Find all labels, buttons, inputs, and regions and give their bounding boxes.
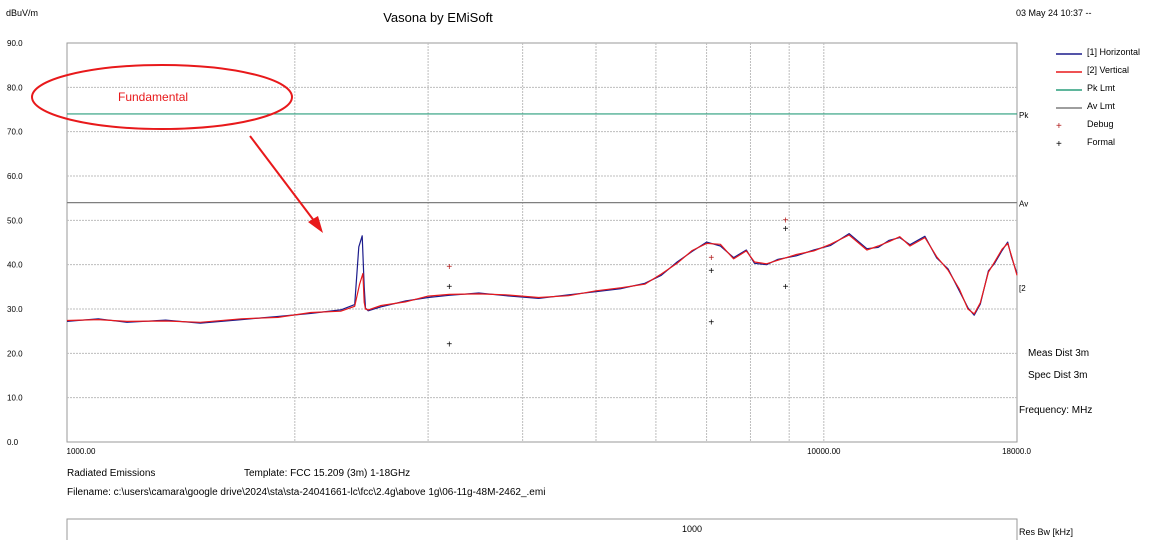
fundamental-annotation: Fundamental	[31, 64, 323, 233]
y-tick-label: 50.0	[7, 216, 23, 225]
measurement-marker: +	[708, 253, 714, 264]
annotation-ellipse	[31, 64, 293, 130]
legend-label: Formal	[1087, 137, 1115, 147]
right-edge-marker: Av	[1019, 200, 1028, 209]
legend: [1] Horizontal [2] Vertical Pk Lmt Av Lmt + D…	[1056, 47, 1140, 150]
test-type-label: Radiated Emissions	[67, 468, 156, 479]
measurement-marker: +	[783, 215, 789, 226]
measurement-marker: +	[708, 266, 714, 277]
annotation-arrow-line	[249, 135, 319, 227]
meas-dist-label: Meas Dist 3m	[1028, 348, 1089, 359]
timestamp: 03 May 24 10:37 --	[1016, 8, 1092, 18]
y-tick-label: 60.0	[7, 172, 23, 181]
x-tick-label: 10000.00	[807, 447, 841, 456]
y-tick-label: 70.0	[7, 128, 23, 137]
annotation-label: Fundamental	[118, 90, 188, 104]
grid	[66, 42, 1018, 443]
axes: 90.0 80.0 70.0 60.0 50.0 40.0 30.0 20.0 10.0 0.0 1…	[7, 39, 1032, 456]
legend-swatch: +	[1056, 139, 1062, 150]
series-line	[66, 234, 1018, 323]
y-tick-label: 0.0	[7, 438, 19, 447]
annotation-arrow-head	[308, 216, 323, 233]
y-tick-label: 10.0	[7, 394, 23, 403]
y-unit-label: dBuV/m	[6, 8, 38, 18]
y-tick-label: 20.0	[7, 349, 23, 358]
legend-label: Av Lmt	[1087, 101, 1115, 111]
rbw-box	[66, 518, 1018, 545]
frequency-label: Frequency: MHz	[1019, 405, 1092, 416]
measurement-marker: +	[783, 282, 789, 293]
legend-swatch: +	[1056, 121, 1062, 132]
plot-frame	[66, 42, 1018, 443]
legend-label: [1] Horizontal	[1087, 47, 1140, 57]
y-tick-label: 80.0	[7, 83, 23, 92]
chart-title: Vasona by EMiSoft	[383, 10, 493, 25]
right-edge-marker: [2	[1019, 284, 1026, 293]
measurement-marker: +	[446, 339, 452, 350]
rbw-value: 1000	[682, 524, 703, 534]
legend-label: Debug	[1087, 119, 1114, 129]
x-tick-label: 1000.00	[67, 447, 96, 456]
legend-label: [2] Vertical	[1087, 65, 1129, 75]
measurement-markers: +++++++++	[446, 215, 788, 350]
rbw-label: Res Bw [kHz]	[1019, 527, 1074, 537]
right-edge-marker: Pk	[1019, 111, 1029, 120]
measurement-marker: +	[446, 282, 452, 293]
measurement-marker: +	[783, 224, 789, 235]
y-tick-label: 30.0	[7, 305, 23, 314]
limit-lines	[67, 113, 1017, 204]
data-series	[66, 233, 1018, 324]
measurement-marker: +	[708, 317, 714, 328]
spec-dist-label: Spec Dist 3m	[1028, 370, 1087, 381]
y-tick-label: 40.0	[7, 261, 23, 270]
legend-label: Pk Lmt	[1087, 83, 1116, 93]
filename-label: Filename: c:\users\camara\google drive\2…	[67, 487, 546, 498]
template-label: Template: FCC 15.209 (3m) 1-18GHz	[244, 468, 411, 479]
x-tick-label: 18000.0	[1002, 447, 1031, 456]
y-tick-label: 90.0	[7, 39, 23, 48]
measurement-marker: +	[446, 262, 452, 273]
